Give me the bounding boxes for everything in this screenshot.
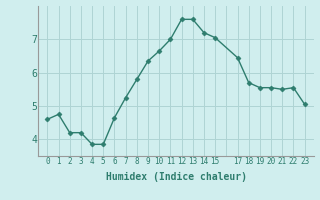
X-axis label: Humidex (Indice chaleur): Humidex (Indice chaleur): [106, 172, 246, 182]
